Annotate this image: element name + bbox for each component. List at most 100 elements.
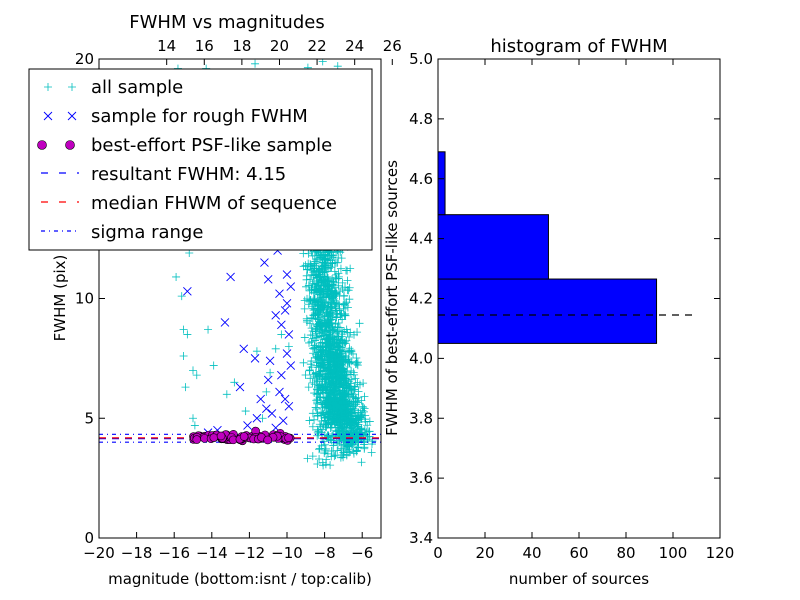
all-sample-point bbox=[312, 342, 321, 351]
all-sample-point bbox=[252, 347, 261, 356]
all-sample-point bbox=[307, 324, 316, 333]
legend-label-median: median FHWM of sequence bbox=[91, 193, 337, 214]
all-sample-point bbox=[351, 374, 360, 383]
all-sample-point bbox=[323, 449, 332, 458]
all-sample-point bbox=[204, 325, 213, 334]
all-sample-point bbox=[262, 387, 271, 396]
all-sample-point bbox=[340, 412, 349, 421]
all-sample-point bbox=[333, 327, 342, 336]
all-sample-point bbox=[342, 419, 351, 428]
all-sample-point bbox=[345, 295, 354, 304]
all-sample-point bbox=[312, 375, 321, 384]
all-sample-point bbox=[299, 249, 308, 258]
all-sample-point bbox=[306, 260, 315, 269]
all-sample-point bbox=[314, 355, 323, 364]
all-sample-point bbox=[343, 440, 352, 449]
all-sample-point bbox=[320, 319, 329, 328]
all-sample-point bbox=[354, 422, 363, 431]
top-x-tick-label: 20 bbox=[270, 37, 289, 55]
all-sample-point bbox=[321, 374, 330, 383]
all-sample-point bbox=[313, 255, 322, 264]
x-tick-label: 100 bbox=[659, 544, 688, 562]
left-chart-title: FWHM vs magnitudes bbox=[129, 12, 324, 33]
all-sample-point bbox=[326, 423, 335, 432]
top-x-tick-label: 24 bbox=[345, 37, 364, 55]
all-sample-point bbox=[323, 399, 332, 408]
all-sample-point bbox=[317, 275, 326, 284]
all-sample-point bbox=[345, 359, 354, 368]
all-sample-point bbox=[322, 423, 331, 432]
right-data-marks bbox=[437, 88, 697, 344]
all-sample-point bbox=[331, 399, 340, 408]
all-sample-point bbox=[316, 422, 325, 431]
all-sample-point bbox=[307, 302, 316, 311]
all-sample-point bbox=[222, 390, 231, 399]
all-sample-point bbox=[181, 383, 190, 392]
all-sample-point bbox=[326, 420, 335, 429]
all-sample-point bbox=[310, 294, 319, 303]
all-sample-point bbox=[332, 270, 341, 279]
all-sample-point bbox=[330, 335, 339, 344]
all-sample-point bbox=[312, 358, 321, 367]
all-sample-point bbox=[325, 393, 334, 402]
all-sample-point bbox=[258, 414, 267, 423]
top-x-tick-label: 16 bbox=[195, 37, 214, 55]
y-tick-label: 10 bbox=[75, 290, 94, 308]
right-chart: 0 20 40 60 80 100 120 3.4 3.6 3.8 4.0 4.2 4.4 4.6 4.8 5… bbox=[383, 36, 734, 588]
all-sample-point bbox=[326, 404, 335, 413]
all-sample-point bbox=[327, 263, 336, 272]
all-sample-point bbox=[340, 392, 349, 401]
all-sample-point bbox=[277, 330, 286, 339]
all-sample-point bbox=[299, 358, 308, 367]
best-sample-point bbox=[284, 433, 293, 443]
all-sample-point bbox=[355, 319, 364, 328]
all-sample-point bbox=[323, 308, 332, 317]
rough-sample-point bbox=[282, 349, 292, 358]
all-sample-point bbox=[338, 366, 347, 375]
x-tick-label: 0 bbox=[433, 544, 443, 562]
all-sample-point bbox=[313, 377, 322, 386]
all-sample-point bbox=[353, 432, 362, 441]
all-sample-point bbox=[360, 444, 369, 453]
histogram-bar bbox=[437, 214, 549, 280]
all-sample-point bbox=[317, 409, 326, 418]
all-sample-point bbox=[325, 383, 334, 392]
best-sample-point bbox=[209, 433, 219, 442]
legend-plus-marker bbox=[44, 83, 52, 91]
all-sample-point bbox=[351, 382, 360, 391]
left-plot-frame bbox=[98, 58, 382, 539]
rough-sample-point bbox=[263, 375, 273, 385]
all-sample-point bbox=[323, 326, 332, 335]
all-sample-point bbox=[266, 368, 275, 377]
left-y-axis-label: FWHM (pix) bbox=[51, 255, 69, 342]
all-sample-point bbox=[349, 349, 358, 358]
all-sample-point bbox=[305, 416, 314, 425]
all-sample-point bbox=[323, 389, 332, 398]
all-sample-point bbox=[316, 304, 325, 313]
rough-sample-point bbox=[271, 310, 281, 320]
all-sample-point bbox=[317, 382, 326, 391]
all-sample-point bbox=[327, 352, 336, 361]
all-sample-point bbox=[347, 386, 356, 395]
legend-x-marker bbox=[67, 111, 77, 121]
all-sample-point bbox=[367, 440, 376, 449]
all-sample-point bbox=[343, 380, 352, 389]
all-sample-point bbox=[351, 359, 360, 368]
all-sample-point bbox=[332, 371, 341, 380]
all-sample-point bbox=[331, 298, 340, 307]
all-sample-point bbox=[303, 265, 312, 274]
all-sample-point bbox=[331, 378, 340, 387]
all-sample-point bbox=[308, 251, 317, 260]
all-sample-point bbox=[338, 315, 347, 324]
all-sample-point bbox=[327, 399, 336, 408]
all-sample-point bbox=[309, 370, 318, 379]
all-sample-point bbox=[311, 350, 320, 359]
x-tick-label: −14 bbox=[196, 544, 228, 562]
rough-sample-point bbox=[183, 286, 192, 296]
all-sample-point bbox=[320, 414, 329, 423]
all-sample-point bbox=[327, 366, 336, 375]
all-sample-point bbox=[303, 454, 312, 463]
histogram-bar bbox=[437, 151, 446, 216]
rough-sample-point bbox=[239, 344, 249, 354]
